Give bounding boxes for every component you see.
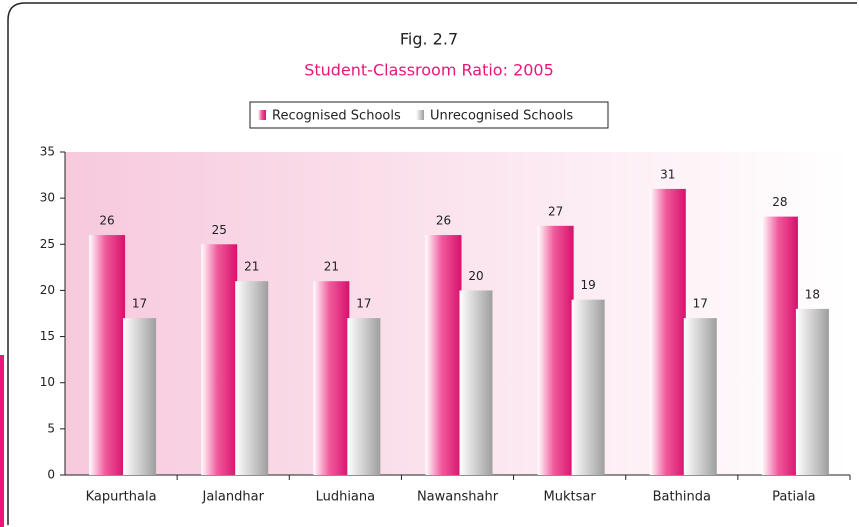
data-label: 28 [772, 195, 787, 209]
data-label: 21 [324, 260, 339, 274]
bar [425, 235, 462, 475]
data-label: 26 [99, 214, 114, 228]
y-tick-label: 25 [40, 237, 55, 251]
legend-swatch [416, 110, 424, 120]
bar [571, 299, 605, 475]
data-label: 17 [132, 297, 147, 311]
y-tick-label: 35 [40, 145, 55, 159]
bar [761, 216, 798, 475]
legend-swatch [258, 110, 266, 120]
data-label: 27 [548, 204, 563, 218]
x-tick-label: Nawanshahr [417, 490, 499, 505]
x-tick-label: Muktsar [544, 490, 597, 505]
x-tick-label: Ludhiana [316, 490, 376, 505]
bar [313, 281, 350, 475]
data-label: 17 [356, 297, 371, 311]
y-tick-label: 10 [40, 375, 55, 389]
x-tick-label: Jalandhar [202, 490, 265, 505]
side-strip [0, 355, 4, 527]
data-label: 19 [581, 278, 596, 292]
y-tick-label: 15 [40, 329, 55, 343]
data-label: 21 [244, 260, 259, 274]
x-tick-label: Kapurthala [86, 490, 157, 505]
bar [537, 225, 574, 475]
bar [347, 318, 381, 475]
legend-box [249, 101, 609, 129]
data-label: 26 [436, 214, 451, 228]
legend-label: Recognised Schools [272, 109, 401, 124]
bar [649, 188, 686, 475]
y-tick-label: 5 [47, 421, 55, 435]
chart-subtitle: Student-Classroom Ratio: 2005 [304, 61, 554, 80]
frame [7, 2, 857, 525]
data-label: 20 [468, 269, 483, 283]
data-label: 17 [693, 297, 708, 311]
chart-title: Fig. 2.7 [400, 30, 458, 49]
x-tick-label: Bathinda [653, 490, 711, 505]
legend-label: Unrecognised Schools [430, 109, 573, 124]
bar [683, 318, 717, 475]
bar [235, 281, 269, 475]
y-tick-label: 0 [47, 468, 55, 482]
data-label: 31 [660, 167, 675, 181]
y-tick-label: 20 [40, 283, 55, 297]
bar [89, 235, 126, 475]
data-label: 25 [212, 223, 227, 237]
bar [459, 290, 493, 475]
bar [201, 244, 238, 475]
bar [795, 308, 829, 475]
y-tick-label: 30 [40, 191, 55, 205]
x-tick-label: Patiala [772, 490, 815, 505]
bar [123, 318, 157, 475]
data-label: 18 [805, 287, 820, 301]
